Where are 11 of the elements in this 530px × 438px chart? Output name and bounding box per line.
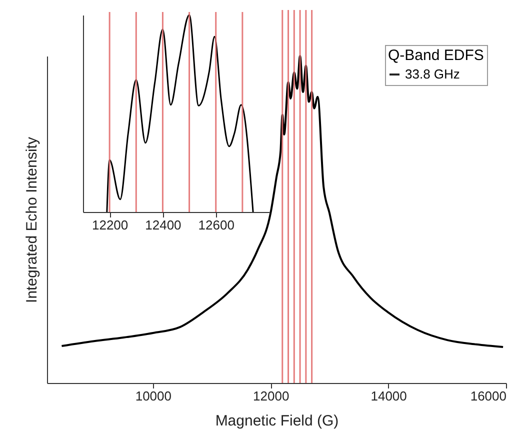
x-tick-label: 12000 bbox=[253, 388, 290, 404]
legend-label: 33.8 GHz bbox=[405, 66, 460, 82]
x-tick-label: 12600 bbox=[198, 218, 234, 232]
x-tick-label: 12400 bbox=[145, 218, 182, 232]
x-tick-label: 10000 bbox=[135, 388, 172, 404]
y-axis-title: Integrated Echo Intensity bbox=[24, 136, 40, 303]
legend-title: Q-Band EDFS bbox=[388, 47, 484, 64]
x-tick-label: 14000 bbox=[370, 388, 407, 404]
x-tick-label: 16000 bbox=[470, 388, 506, 404]
x-axis-title: Magnetic Field (G) bbox=[215, 412, 339, 430]
x-tick-label: 12200 bbox=[92, 218, 128, 232]
